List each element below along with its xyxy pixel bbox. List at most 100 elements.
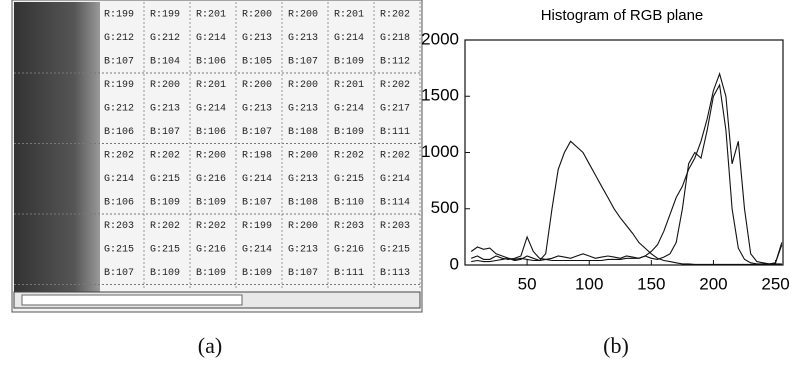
pixel-value: B:109 — [150, 268, 180, 279]
pixel-value: G:213 — [242, 33, 272, 44]
pixel-value: R:201 — [196, 10, 226, 21]
pixel-value: B:107 — [242, 198, 272, 209]
pixel-value: R:200 — [288, 221, 318, 232]
x-tick-label: 50 — [518, 274, 537, 293]
pixel-value: B:114 — [380, 198, 410, 209]
pixel-value: R:202 — [334, 151, 364, 162]
pixel-value: R:199 — [150, 10, 180, 21]
chart-title: Histogram of RGB plane — [541, 7, 704, 24]
pixel-value: R:201 — [334, 80, 364, 91]
pixel-value: G:212 — [104, 33, 134, 44]
pixel-value: B:109 — [242, 268, 272, 279]
dark-pixels — [14, 2, 100, 292]
pixel-value: G:214 — [334, 33, 364, 44]
pixel-value: B:107 — [288, 268, 318, 279]
histogram-line — [471, 85, 782, 264]
pixel-value: R:202 — [150, 151, 180, 162]
pixel-value: R:200 — [150, 80, 180, 91]
pixel-value: B:107 — [242, 127, 272, 138]
pixel-value: G:215 — [334, 174, 364, 185]
pixel-value: R:199 — [104, 10, 134, 21]
pixel-value: R:202 — [150, 221, 180, 232]
x-tick-label: 150 — [637, 274, 665, 293]
y-tick-label: 0 — [450, 254, 459, 273]
pixel-value: G:214 — [196, 33, 226, 44]
pixel-value: G:215 — [150, 245, 180, 256]
scroll-thumb — [22, 295, 242, 305]
pixel-value: R:202 — [380, 151, 410, 162]
pixel-value: G:213 — [150, 104, 180, 115]
pixel-value: G:215 — [104, 245, 134, 256]
pixel-value: B:106 — [196, 57, 226, 68]
pixel-value: R:203 — [334, 221, 364, 232]
x-tick-label: 200 — [699, 274, 727, 293]
pixel-value: R:203 — [380, 221, 410, 232]
pixel-value: G:213 — [288, 245, 318, 256]
pixel-value: G:218 — [380, 33, 410, 44]
histogram-line — [471, 74, 782, 264]
pixel-value: G:214 — [104, 174, 134, 185]
pixel-value: R:202 — [380, 80, 410, 91]
pixel-value: B:112 — [380, 57, 410, 68]
pixel-value: G:213 — [288, 174, 318, 185]
pixel-value: R:200 — [288, 10, 318, 21]
pixel-value: G:212 — [104, 104, 134, 115]
pixel-value: G:213 — [242, 104, 272, 115]
pixel-value: R:201 — [196, 80, 226, 91]
pixel-value: B:109 — [196, 268, 226, 279]
pixel-value: G:213 — [288, 33, 318, 44]
pixel-value: R:203 — [104, 221, 134, 232]
pixel-value: G:212 — [150, 33, 180, 44]
pixel-value: B:109 — [334, 127, 364, 138]
pixel-value: B:108 — [288, 198, 318, 209]
caption: (a) — [198, 333, 222, 358]
pixel-value: B:105 — [242, 57, 272, 68]
pixel-value: G:216 — [196, 245, 226, 256]
pixel-value: G:216 — [334, 245, 364, 256]
x-tick-label: 100 — [575, 274, 603, 293]
pixel-value: G:217 — [380, 104, 410, 115]
pixel-value: B:107 — [150, 127, 180, 138]
pixel-value: B:107 — [288, 57, 318, 68]
pixel-value: B:109 — [150, 198, 180, 209]
pixel-value: R:200 — [288, 80, 318, 91]
pixel-value: R:202 — [104, 151, 134, 162]
pixel-value: B:108 — [288, 127, 318, 138]
pixel-value: R:200 — [242, 10, 272, 21]
pixel-value: R:201 — [334, 10, 364, 21]
x-tick-label: 250 — [761, 274, 789, 293]
histogram-line — [471, 141, 782, 264]
y-tick-label: 2000 — [421, 29, 459, 48]
pixel-value: G:214 — [196, 104, 226, 115]
pixel-value: B:106 — [196, 127, 226, 138]
pixel-value: B:109 — [196, 198, 226, 209]
pixel-value: G:216 — [196, 174, 226, 185]
pixel-value: R:202 — [380, 10, 410, 21]
pixel-value: R:198 — [242, 151, 272, 162]
pixel-value: B:106 — [104, 198, 134, 209]
pixel-value: G:215 — [380, 245, 410, 256]
pixel-value: R:202 — [196, 221, 226, 232]
pixel-value: R:199 — [242, 221, 272, 232]
pixel-value: B:107 — [104, 268, 134, 279]
pixel-value: G:214 — [380, 174, 410, 185]
pixel-value: B:111 — [334, 268, 364, 279]
pixel-value: G:214 — [334, 104, 364, 115]
pixel-value: G:214 — [242, 245, 272, 256]
y-tick-label: 500 — [431, 198, 459, 217]
pixel-value: R:199 — [104, 80, 134, 91]
pixel-value: G:214 — [242, 174, 272, 185]
pixel-value: B:113 — [380, 268, 410, 279]
pixel-value: B:107 — [104, 57, 134, 68]
pixel-value: R:200 — [288, 151, 318, 162]
pixel-value: B:110 — [334, 198, 364, 209]
pixel-value: R:200 — [242, 80, 272, 91]
y-tick-label: 1500 — [421, 86, 459, 105]
pixel-value: B:104 — [150, 57, 180, 68]
pixel-value: G:213 — [288, 104, 318, 115]
y-tick-label: 1000 — [421, 142, 459, 161]
caption: (b) — [603, 333, 629, 358]
pixel-value: B:109 — [334, 57, 364, 68]
pixel-value: G:215 — [150, 174, 180, 185]
pixel-value: B:111 — [380, 127, 410, 138]
